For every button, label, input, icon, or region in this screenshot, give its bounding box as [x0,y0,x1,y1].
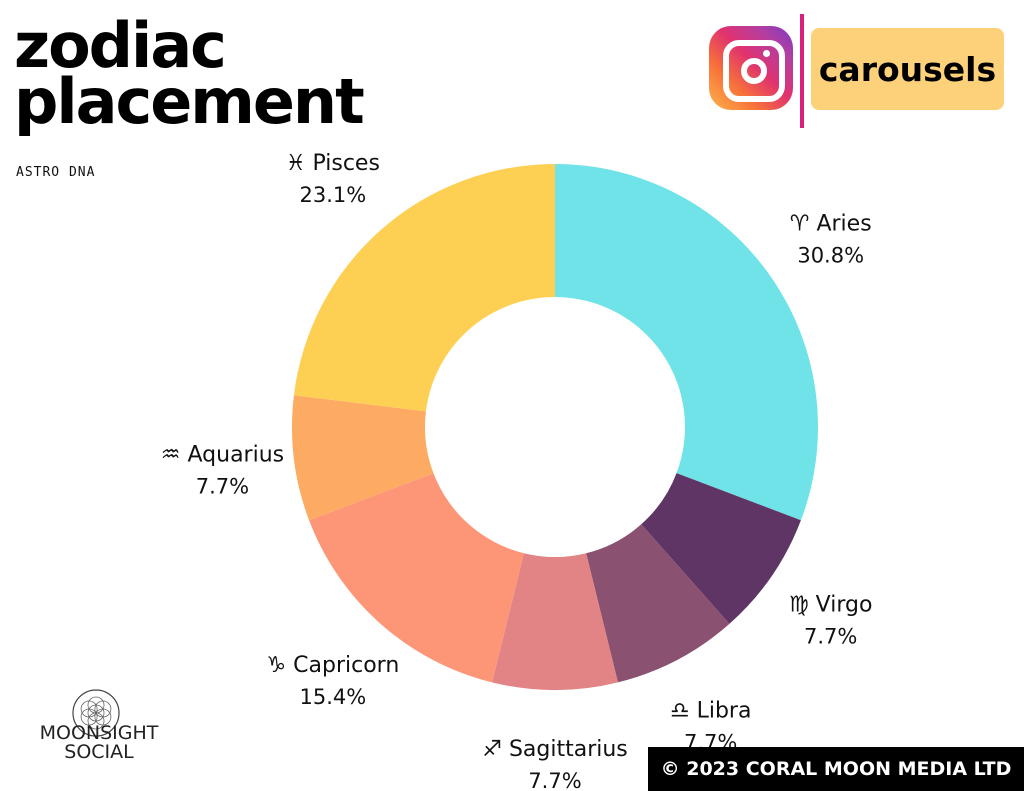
label-virgo: ♍ Virgo 7.7% [789,592,873,648]
aries-symbol-icon: ♈ [790,212,810,237]
slice-label-text: Sagittarius [502,737,628,762]
title-line-1: zodiac [14,9,227,82]
slice-label-text: Aries [809,212,871,237]
aquarius-symbol-icon: ♒ [161,442,181,467]
title-line-2: placement [14,65,365,138]
virgo-symbol-icon: ♍ [789,592,809,617]
brand-line-2: SOCIAL [64,741,134,763]
sagittarius-symbol-icon: ♐ [482,737,502,762]
slice-name-aquarius: ♒ Aquarius [161,442,284,467]
slice-name-sagittarius: ♐ Sagittarius [482,737,628,762]
instagram-icon [709,26,793,110]
slice-name-aries: ♈ Aries [790,212,872,237]
copyright-banner: © 2023 CORAL MOON MEDIA LTD [648,747,1024,791]
slice-capricorn [309,473,524,683]
slice-virgo [641,473,801,624]
pisces-symbol-icon: ♓ [286,151,306,176]
slice-label-text: Aquarius [181,442,285,467]
slice-label-text: Libra [690,699,752,724]
chart-title: zodiac placement [14,9,365,138]
label-pisces: ♓ Pisces 23.1% [286,151,380,207]
label-aries: ♈ Aries 30.8% [790,212,872,268]
slice-name-capricorn: ♑ Capricorn [266,653,399,678]
libra-symbol-icon: ♎ [670,699,690,724]
label-aquarius: ♒ Aquarius 7.7% [161,442,284,498]
slice-libra [586,524,730,683]
slice-sagittarius [492,553,618,691]
capricorn-symbol-icon: ♑ [266,653,286,678]
brand-line-1: MOONSIGHT [39,722,159,744]
slice-percent-sagittarius: 7.7% [528,769,581,791]
slice-percent-pisces: 23.1% [299,183,366,207]
slice-name-virgo: ♍ Virgo [789,592,873,617]
slice-aquarius [292,395,434,521]
slice-name-pisces: ♓ Pisces [286,151,380,176]
badge-divider [800,14,804,128]
slice-label-text: Virgo [809,592,873,617]
subtitle: ASTRO DNA [16,165,96,180]
slice-aries [555,164,818,521]
slice-name-libra: ♎ Libra [670,699,752,724]
slice-pisces [293,164,555,412]
flower-of-life-icon [72,689,120,737]
brand-name: MOONSIGHT SOCIAL [24,724,174,762]
label-capricorn: ♑ Capricorn 15.4% [266,653,399,709]
carousels-badge: carousels [811,28,1004,110]
label-sagittarius: ♐ Sagittarius 7.7% [482,737,628,791]
slice-label-text: Pisces [305,151,379,176]
slice-percent-aries: 30.8% [797,244,864,268]
slice-percent-virgo: 7.7% [804,624,857,648]
slice-percent-capricorn: 15.4% [299,685,366,709]
slice-percent-aquarius: 7.7% [196,474,249,498]
slice-label-text: Capricorn [286,653,399,678]
